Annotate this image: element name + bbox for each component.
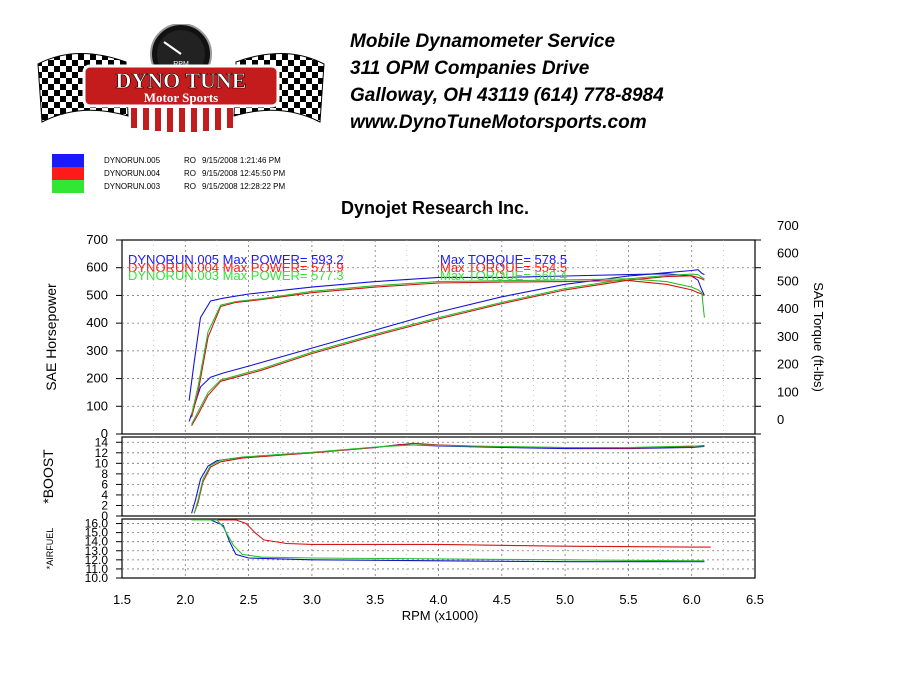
power-series-outline <box>188 273 705 401</box>
x-tick-label: 5.0 <box>556 592 574 607</box>
x-tick-label: 3.0 <box>303 592 321 607</box>
legend-run: DYNORUN.003 <box>104 182 161 191</box>
x-tick-label: 4.5 <box>493 592 511 607</box>
logo-line1: DYNO TUNE <box>115 68 246 93</box>
company-name: Mobile Dynamometer Service <box>350 31 616 52</box>
airfuel-series-line <box>191 519 711 548</box>
legend-run: DYNORUN.005 <box>104 156 161 165</box>
logo-line2: Motor Sports <box>144 90 219 105</box>
max-torque-annotation: Max TORQUE= 554.5 <box>440 260 567 275</box>
boost-series-outline <box>194 443 705 514</box>
legend-run: DYNORUN.004 <box>104 169 161 178</box>
x-tick-label: 5.5 <box>619 592 637 607</box>
company-address2: Galloway, OH 43119 (614) 778-8984 <box>350 85 664 106</box>
max-power-annotation: DYNORUN.005 Max POWER= 593.2 <box>128 252 344 267</box>
airfuel-series-outline <box>191 519 711 548</box>
power-y-tick-label: 200 <box>86 371 108 386</box>
torque-y-axis-label: SAE Torque (ft-lbs) <box>811 282 826 392</box>
airfuel-series-outline <box>191 519 705 561</box>
legend-swatch <box>52 154 84 167</box>
max-power-annotation: DYNORUN.004 Max POWER= 571.9 <box>128 260 344 275</box>
boost-series-outline <box>194 444 705 514</box>
run-legend: DYNORUN.005 RO 9/15/2008 1:21:46 PM DYNO… <box>52 154 285 193</box>
boost-series-line <box>193 442 705 514</box>
boost-y-axis-label: *BOOST <box>40 449 56 504</box>
x-tick-label: 2.0 <box>176 592 194 607</box>
max-power-annotation: DYNORUN.003 Max POWER= 577.3 <box>128 268 344 283</box>
airfuel-y-tick-label: 11.0 <box>86 562 109 576</box>
airfuel-series-outline <box>191 519 705 562</box>
boost-y-tick-label: 0 <box>101 509 108 523</box>
max-torque-annotation: Max TORQUE= 578.5 <box>440 252 567 267</box>
x-tick-label: 2.5 <box>240 592 258 607</box>
airfuel-y-tick-label: 15.0 <box>85 526 109 540</box>
power-y-tick-label: 400 <box>86 315 108 330</box>
power-y-tick-label: 0 <box>101 426 108 441</box>
airfuel-y-tick-label: 13.0 <box>85 544 109 558</box>
max-torque-annotation: Max TORQUE= 560.4 <box>440 268 567 283</box>
power-y-tick-label: 500 <box>86 287 108 302</box>
power-series-outline <box>191 280 705 418</box>
legend-timestamp: 9/15/2008 12:28:22 PM <box>202 182 286 191</box>
legend-timestamp: 9/15/2008 1:21:46 PM <box>202 156 281 165</box>
power-series-line <box>191 279 705 418</box>
legend-row: DYNORUN.004 RO 9/15/2008 12:45:50 PM <box>52 167 285 180</box>
x-tick-label: 6.0 <box>683 592 701 607</box>
legend-mode: RO <box>184 182 196 191</box>
legend-mode: RO <box>184 156 196 165</box>
x-tick-label: 6.5 <box>746 592 764 607</box>
torque-y-tick-label: 0 <box>777 412 784 427</box>
power-y-tick-label: 700 <box>86 232 108 247</box>
x-tick-label: 1.5 <box>113 592 131 607</box>
company-address1: 311 OPM Companies Drive <box>350 58 590 79</box>
boost-y-tick-label: 10 <box>95 456 109 470</box>
torque-y-tick-label: 500 <box>777 273 799 288</box>
company-info: Mobile Dynamometer Service 311 OPM Compa… <box>350 28 664 136</box>
power-y-axis-label: SAE Horsepower <box>43 283 59 391</box>
boost-y-tick-label: 8 <box>101 467 108 481</box>
power-series-outline <box>188 269 705 422</box>
legend-swatch <box>52 167 84 180</box>
legend-row: DYNORUN.005 RO 9/15/2008 1:21:46 PM <box>52 154 285 167</box>
airfuel-y-tick-label: 14.0 <box>85 535 109 549</box>
power-series-line <box>191 273 705 425</box>
legend-timestamp: 9/15/2008 12:45:50 PM <box>202 169 286 178</box>
x-axis-label: RPM (x1000) <box>402 608 479 623</box>
power-y-tick-label: 300 <box>86 343 108 358</box>
power-series-outline <box>191 273 705 425</box>
x-tick-label: 3.5 <box>366 592 384 607</box>
torque-y-tick-label: 300 <box>777 329 799 344</box>
legend-mode: RO <box>184 169 196 178</box>
dyno-tune-logo: RPM DYNO TUNE Motor Sports <box>37 24 325 132</box>
airfuel-y-axis-label: *AIRFUEL <box>45 528 55 570</box>
torque-y-tick-label: 600 <box>777 246 799 261</box>
torque-y-tick-label: 200 <box>777 357 799 372</box>
airfuel-y-tick-label: 10.0 <box>85 571 109 585</box>
power-y-tick-label: 600 <box>86 260 108 275</box>
boost-y-tick-label: 2 <box>101 498 108 512</box>
boost-y-tick-label: 12 <box>95 446 109 460</box>
torque-y-tick-label: 400 <box>777 301 799 316</box>
power-series-outline <box>191 275 705 426</box>
x-tick-label: 4.0 <box>429 592 447 607</box>
boost-y-tick-label: 6 <box>101 477 108 491</box>
legend-row: DYNORUN.003 RO 9/15/2008 12:28:22 PM <box>52 180 285 193</box>
legend-swatch <box>52 180 84 193</box>
boost-y-tick-label: 14 <box>95 435 109 449</box>
company-website: www.DynoTuneMotorsports.com <box>350 112 647 133</box>
torque-y-tick-label: 100 <box>777 384 799 399</box>
power-y-tick-label: 100 <box>86 398 108 413</box>
power-series-outline <box>191 278 705 415</box>
power-series-line <box>188 273 705 401</box>
boost-y-tick-label: 4 <box>101 488 108 502</box>
airfuel-y-tick-label: 12.0 <box>85 553 109 567</box>
torque-y-tick-label: 700 <box>777 218 799 233</box>
chart-title: Dynojet Research Inc. <box>341 198 529 218</box>
airfuel-y-tick-label: 16.0 <box>85 517 109 531</box>
